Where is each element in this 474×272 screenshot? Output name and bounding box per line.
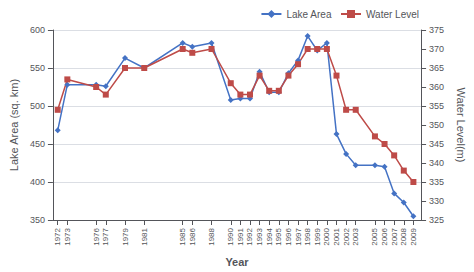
svg-text:1979: 1979 [121, 227, 130, 245]
svg-text:375: 375 [429, 25, 444, 35]
svg-text:350: 350 [429, 120, 444, 130]
svg-text:1976: 1976 [92, 227, 101, 245]
svg-text:450: 450 [30, 139, 45, 149]
svg-text:1993: 1993 [255, 227, 264, 245]
svg-text:1998: 1998 [303, 227, 312, 245]
svg-text:1997: 1997 [294, 227, 303, 245]
svg-text:2000: 2000 [322, 227, 331, 245]
svg-text:2002: 2002 [342, 227, 351, 245]
svg-text:2009: 2009 [409, 227, 418, 245]
svg-text:330: 330 [429, 196, 444, 206]
svg-text:325: 325 [429, 215, 444, 225]
svg-text:1991: 1991 [236, 227, 245, 245]
svg-text:1994: 1994 [265, 227, 274, 245]
svg-text:365: 365 [429, 63, 444, 73]
svg-text:550: 550 [30, 63, 45, 73]
svg-text:1988: 1988 [207, 227, 216, 245]
svg-text:Water Level(m): Water Level(m) [455, 88, 467, 163]
svg-text:2001: 2001 [332, 227, 341, 245]
svg-text:500: 500 [30, 101, 45, 111]
svg-text:1973: 1973 [63, 227, 72, 245]
svg-text:2007: 2007 [390, 227, 399, 245]
svg-text:600: 600 [30, 25, 45, 35]
svg-text:1986: 1986 [188, 227, 197, 245]
svg-text:Year: Year [225, 256, 249, 268]
svg-text:Lake Area (sq. km): Lake Area (sq. km) [8, 79, 20, 171]
svg-text:1981: 1981 [140, 227, 149, 245]
svg-text:1977: 1977 [101, 227, 110, 245]
svg-text:355: 355 [429, 101, 444, 111]
svg-text:Water Level: Water Level [366, 9, 419, 20]
svg-text:345: 345 [429, 139, 444, 149]
svg-text:2006: 2006 [380, 227, 389, 245]
svg-text:335: 335 [429, 177, 444, 187]
svg-text:1995: 1995 [274, 227, 283, 245]
svg-text:2008: 2008 [399, 227, 408, 245]
svg-text:1990: 1990 [226, 227, 235, 245]
svg-text:1992: 1992 [245, 227, 254, 245]
svg-text:360: 360 [429, 82, 444, 92]
svg-text:340: 340 [429, 158, 444, 168]
svg-text:350: 350 [30, 215, 45, 225]
svg-text:Lake Area: Lake Area [286, 9, 331, 20]
svg-text:2005: 2005 [370, 227, 379, 245]
svg-text:1972: 1972 [53, 227, 62, 245]
svg-text:1999: 1999 [313, 227, 322, 245]
svg-text:1985: 1985 [178, 227, 187, 245]
svg-text:1996: 1996 [284, 227, 293, 245]
svg-text:2003: 2003 [351, 227, 360, 245]
svg-text:370: 370 [429, 44, 444, 54]
svg-text:400: 400 [30, 177, 45, 187]
